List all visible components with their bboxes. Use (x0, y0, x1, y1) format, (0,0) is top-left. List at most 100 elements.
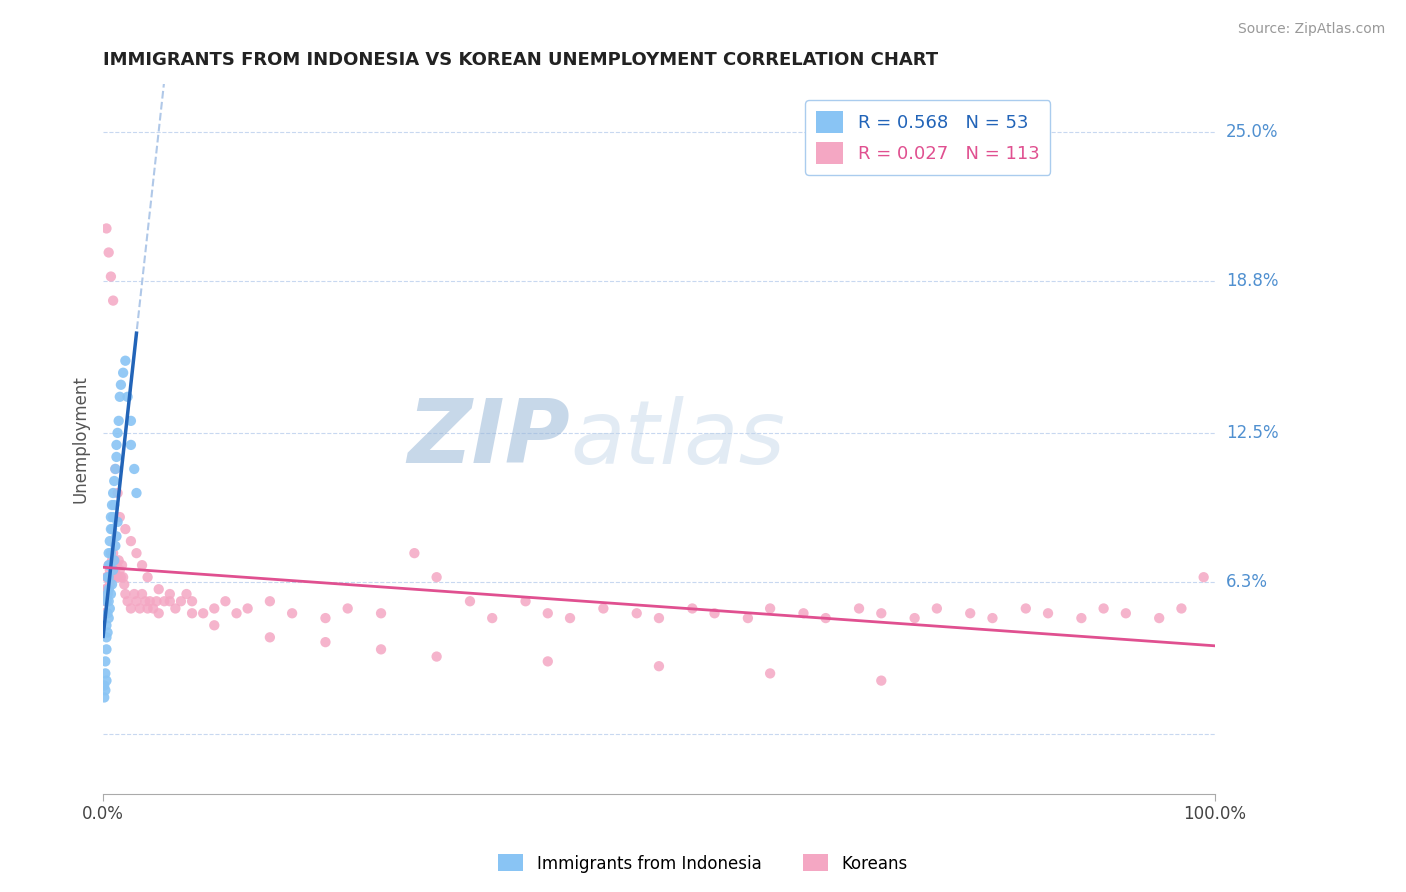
Point (112, 366, 135, 380)
Point (515, 594, 537, 608)
Point (110, 377, 132, 392)
Point (101, 486, 124, 500)
Point (925, 601, 948, 615)
Point (281, 607, 304, 621)
Point (100, 546, 122, 560)
Point (107, 414, 129, 428)
Point (1070, 611, 1092, 625)
Point (176, 587, 198, 601)
Point (759, 666, 782, 681)
Text: 18.8%: 18.8% (1226, 272, 1278, 291)
Point (97, 594, 120, 608)
Point (96, 673, 118, 688)
Point (97, 611, 120, 625)
Point (97, 558, 120, 573)
Point (236, 601, 259, 615)
Point (100, 522, 122, 536)
Legend: R = 0.568   N = 53, R = 0.027   N = 113: R = 0.568 N = 53, R = 0.027 N = 113 (806, 100, 1050, 175)
Point (181, 607, 204, 621)
Point (703, 607, 725, 621)
Point (122, 587, 145, 601)
Point (314, 611, 336, 625)
Point (101, 293, 124, 308)
Text: 25.0%: 25.0% (1226, 123, 1278, 141)
Point (128, 601, 150, 615)
Point (101, 553, 124, 567)
Point (370, 607, 392, 621)
Point (97, 558, 120, 573)
Point (870, 673, 893, 688)
Point (202, 618, 225, 632)
Point (737, 611, 759, 625)
Point (681, 601, 703, 615)
Point (108, 563, 131, 577)
Point (97, 607, 120, 621)
Point (96, 570, 118, 584)
Text: 12.5%: 12.5% (1226, 424, 1278, 442)
Point (181, 594, 204, 608)
Point (336, 601, 359, 615)
Point (125, 546, 148, 560)
Point (904, 611, 927, 625)
Point (103, 553, 125, 567)
Point (114, 587, 136, 601)
Point (648, 611, 671, 625)
Point (96, 594, 118, 608)
Point (1015, 601, 1038, 615)
Point (103, 553, 125, 567)
Point (108, 390, 131, 404)
Point (105, 529, 128, 543)
Point (981, 611, 1004, 625)
Point (370, 642, 392, 657)
Point (426, 570, 449, 584)
Point (97, 570, 120, 584)
Point (153, 594, 176, 608)
Point (97, 570, 120, 584)
Point (101, 510, 124, 524)
Point (97, 570, 120, 584)
Point (159, 587, 181, 601)
Point (114, 522, 136, 536)
Point (96, 630, 118, 644)
Point (134, 594, 156, 608)
Point (112, 577, 135, 591)
Point (537, 654, 560, 668)
Point (404, 546, 426, 560)
Point (105, 438, 128, 452)
Point (94, 654, 117, 668)
Point (97, 625, 120, 640)
Point (96, 221, 118, 235)
Point (96, 618, 118, 632)
Point (97, 587, 120, 601)
Point (103, 570, 125, 584)
Point (100, 510, 122, 524)
Point (101, 498, 124, 512)
Point (97, 245, 120, 260)
Point (107, 515, 129, 529)
Point (101, 570, 124, 584)
Y-axis label: Unemployment: Unemployment (72, 375, 89, 503)
Point (105, 450, 128, 464)
Point (148, 582, 170, 597)
Point (97, 587, 120, 601)
Point (100, 587, 122, 601)
Point (592, 601, 614, 615)
Point (114, 353, 136, 368)
Text: Source: ZipAtlas.com: Source: ZipAtlas.com (1237, 22, 1385, 37)
Point (120, 438, 142, 452)
Point (225, 607, 247, 621)
Point (98, 563, 121, 577)
Point (111, 558, 134, 573)
Point (107, 553, 129, 567)
Point (145, 594, 167, 608)
Legend: Immigrants from Indonesia, Koreans: Immigrants from Indonesia, Koreans (492, 847, 914, 880)
Point (136, 601, 159, 615)
Point (148, 607, 170, 621)
Point (136, 570, 159, 584)
Point (104, 462, 127, 476)
Point (94, 594, 117, 608)
Point (98, 577, 121, 591)
Point (117, 594, 139, 608)
Point (107, 425, 129, 440)
Point (100, 558, 122, 573)
